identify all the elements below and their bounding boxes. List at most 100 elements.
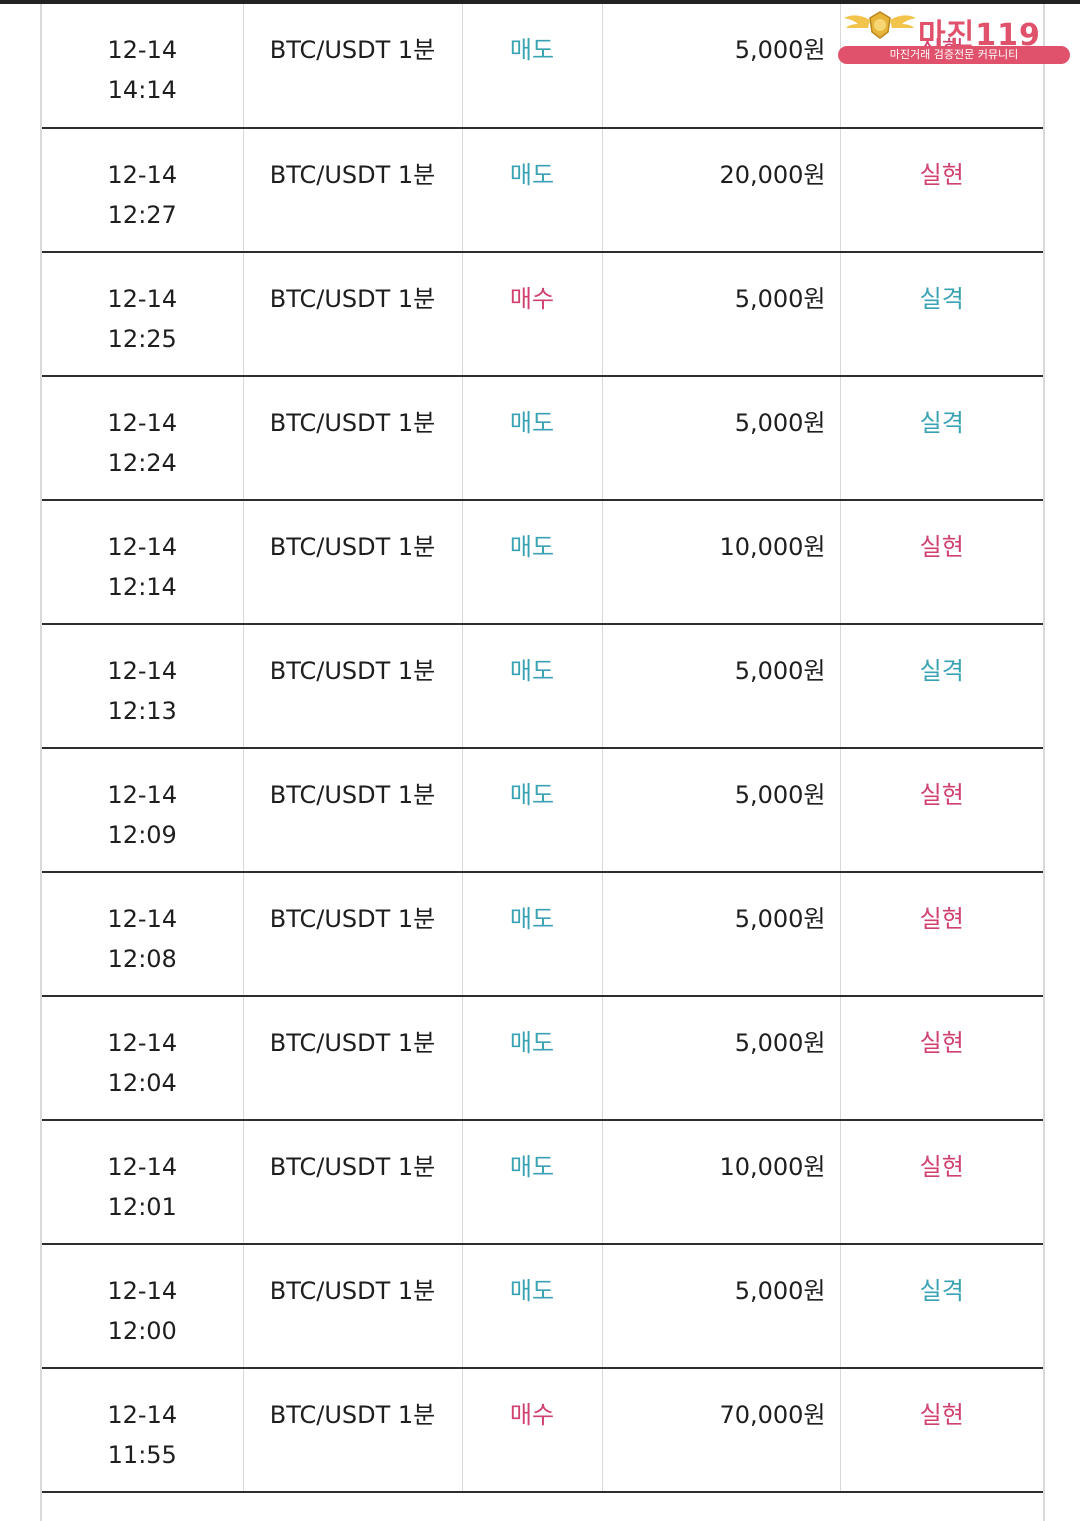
result-cell: 실현 [840,748,1043,873]
table-row: 12-14 12:09 BTC/USDT 1분 매도 5,000원 실현 [42,748,1043,873]
trade-date: 12-14 [107,409,178,437]
trade-result: 실격 [919,409,964,437]
trade-symbol: BTC/USDT 1분 [269,409,436,437]
amount-cell: 5,000원 [602,4,841,129]
trade-side: 매수 [509,1401,555,1429]
trade-symbol: BTC/USDT 1분 [269,1029,436,1057]
table-row: 12-14 12:14 BTC/USDT 1분 매도 10,000원 실현 [42,500,1043,625]
table-row: 12-14 12:24 BTC/USDT 1분 매도 5,000원 실격 [42,376,1043,501]
amount-cell: 5,000원 [602,624,841,749]
trade-time: 12:00 [107,1317,177,1345]
side-cell: 매도 [462,1120,603,1245]
amount-cell: 5,000원 [602,376,841,501]
trade-result: 실현 [919,161,964,189]
trade-side: 매도 [509,905,555,933]
side-cell: 매도 [462,1244,603,1369]
symbol-cell: BTC/USDT 1분 [243,624,463,749]
wings-emblem-icon [844,11,916,39]
logo-subtitle: 마진거래 검증전문 커뮤니티 [838,46,1070,64]
trade-symbol: BTC/USDT 1분 [269,1153,436,1181]
trade-symbol: BTC/USDT 1분 [269,657,436,685]
trade-amount: 10,000원 [719,533,826,561]
trade-time: 12:13 [107,697,177,725]
amount-cell: 5,000원 [602,872,841,997]
trade-symbol: BTC/USDT 1분 [269,1401,436,1429]
symbol-cell: BTC/USDT 1분 [243,1368,463,1493]
trade-symbol: BTC/USDT 1분 [269,161,436,189]
trade-time: 12:14 [107,573,177,601]
site-logo[interactable]: 마진119 마진거래 검증전문 커뮤니티 [838,8,1070,64]
trade-amount: 10,000원 [719,1153,826,1181]
trade-amount: 5,000원 [734,657,826,685]
trade-symbol: BTC/USDT 1분 [269,285,436,313]
trade-side: 매도 [509,36,555,64]
side-cell: 매도 [462,4,603,129]
table-row: 12-14 12:25 BTC/USDT 1분 매수 5,000원 실격 [42,252,1043,377]
symbol-cell: BTC/USDT 1분 [243,996,463,1121]
symbol-cell: BTC/USDT 1분 [243,872,463,997]
result-cell: 실격 [840,376,1043,501]
trade-symbol: BTC/USDT 1분 [269,781,436,809]
trade-amount: 5,000원 [734,1029,826,1057]
side-cell: 매도 [462,500,603,625]
result-cell: 실현 [840,996,1043,1121]
trade-amount: 5,000원 [734,36,826,64]
trade-result: 실격 [919,285,964,313]
trade-time: 12:09 [107,821,177,849]
trade-time: 12:27 [107,201,177,229]
amount-cell: 70,000원 [602,1368,841,1493]
trade-amount: 5,000원 [734,781,826,809]
trade-date: 12-14 [107,36,178,64]
trade-result: 실현 [919,781,964,809]
trade-result: 실현 [919,1401,964,1429]
symbol-cell: BTC/USDT 1분 [243,128,463,253]
trade-amount: 20,000원 [719,161,826,189]
trade-date: 12-14 [107,1153,178,1181]
trade-amount: 5,000원 [734,409,826,437]
trade-side: 매도 [509,1277,555,1305]
symbol-cell: BTC/USDT 1분 [243,376,463,501]
trade-symbol: BTC/USDT 1분 [269,1277,436,1305]
symbol-cell: BTC/USDT 1분 [243,1244,463,1369]
trade-time: 12:01 [107,1193,177,1221]
side-cell: 매수 [462,1368,603,1493]
trade-date: 12-14 [107,1029,178,1057]
table-row: 12-14 12:04 BTC/USDT 1분 매도 5,000원 실현 [42,996,1043,1121]
side-cell: 매수 [462,252,603,377]
time-cell: 12-14 12:27 [42,128,244,253]
trade-date: 12-14 [107,1401,178,1429]
trade-side: 매도 [509,1029,555,1057]
time-cell: 12-14 12:04 [42,996,244,1121]
table-row: 12-14 12:01 BTC/USDT 1분 매도 10,000원 실현 [42,1120,1043,1245]
result-cell: 실격 [840,252,1043,377]
time-cell: 12-14 12:00 [42,1244,244,1369]
symbol-cell: BTC/USDT 1분 [243,748,463,873]
trade-time: 12:25 [107,325,177,353]
top-bar [0,0,1080,4]
amount-cell: 5,000원 [602,748,841,873]
table-row: 12-14 12:00 BTC/USDT 1분 매도 5,000원 실격 [42,1244,1043,1369]
trade-symbol: BTC/USDT 1분 [269,36,436,64]
trade-result: 실현 [919,905,964,933]
side-cell: 매도 [462,624,603,749]
trade-time: 12:08 [107,945,177,973]
table-row: 12-14 12:13 BTC/USDT 1분 매도 5,000원 실격 [42,624,1043,749]
trade-side: 매도 [509,161,555,189]
amount-cell: 10,000원 [602,500,841,625]
time-cell: 12-14 12:25 [42,252,244,377]
table-row: 12-14 12:27 BTC/USDT 1분 매도 20,000원 실현 [42,128,1043,253]
trade-symbol: BTC/USDT 1분 [269,905,436,933]
trade-time: 12:04 [107,1069,177,1097]
result-cell: 실현 [840,1368,1043,1493]
table-row: 12-14 11:55 BTC/USDT 1분 매수 70,000원 실현 [42,1368,1043,1493]
amount-cell: 10,000원 [602,1120,841,1245]
symbol-cell: BTC/USDT 1분 [243,4,463,129]
trade-date: 12-14 [107,1277,178,1305]
amount-cell: 5,000원 [602,252,841,377]
trade-date: 12-14 [107,285,178,313]
time-cell: 12-14 12:14 [42,500,244,625]
side-cell: 매도 [462,748,603,873]
